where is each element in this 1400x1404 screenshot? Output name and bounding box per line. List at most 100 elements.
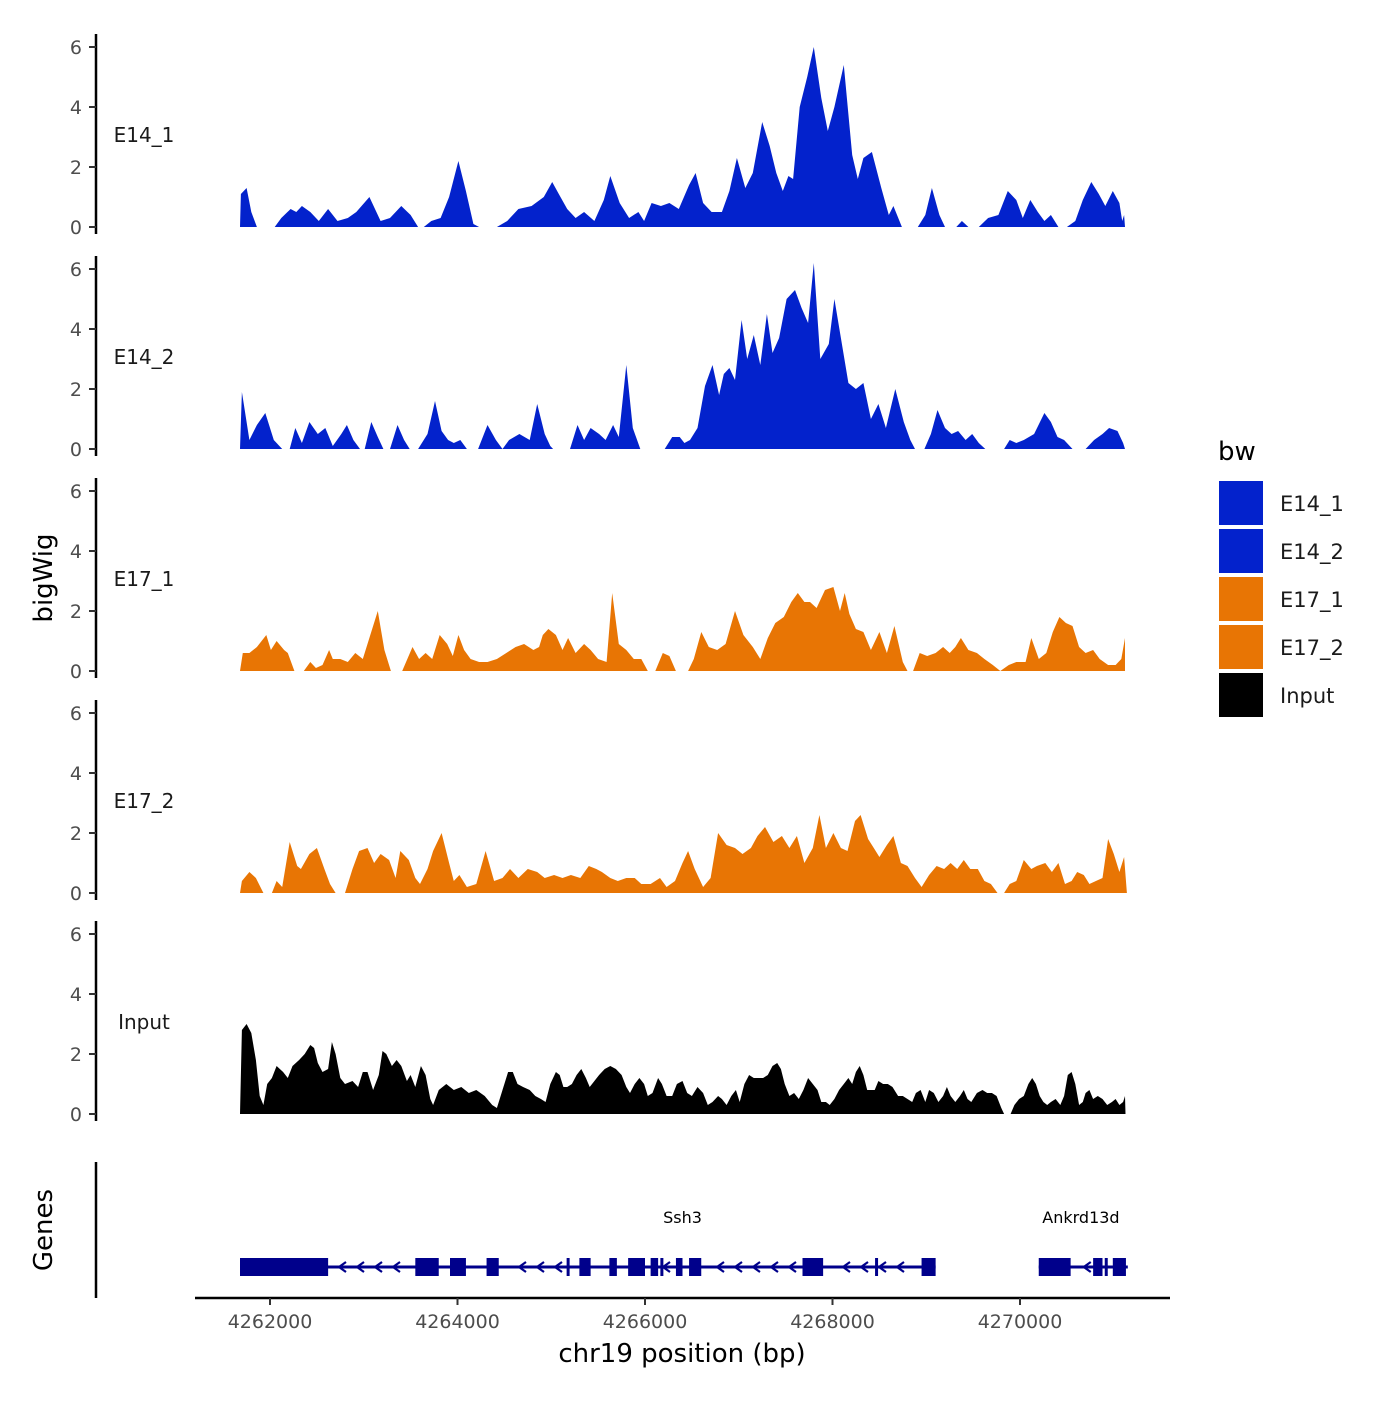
strand-arrow xyxy=(535,1261,545,1273)
track-label: E17_1 xyxy=(114,567,175,591)
exon xyxy=(675,1258,683,1276)
legend-item: Input xyxy=(1217,671,1334,719)
signal-area xyxy=(240,263,1125,449)
exon xyxy=(1038,1258,1071,1276)
y-tick-label: 0 xyxy=(70,1104,82,1126)
strand-arrow xyxy=(355,1261,365,1273)
genes-axis-title: Genes xyxy=(29,1189,59,1271)
x-axis: 4262000 4264000 4266000 4268000 4270000 chr1… xyxy=(195,1296,1170,1369)
legend-item: E17_1 xyxy=(1217,575,1344,623)
y-tick-label: 6 xyxy=(70,259,82,281)
signal-area xyxy=(240,587,1125,671)
legend-swatch xyxy=(1217,575,1265,623)
strand-arrow xyxy=(337,1261,347,1273)
strand-arrow xyxy=(517,1261,527,1273)
gene-ssh3: Ssh3 xyxy=(240,1208,936,1276)
strand-arrow xyxy=(1081,1261,1092,1273)
y-tick-label: 0 xyxy=(70,439,82,461)
strand-arrow xyxy=(733,1261,743,1273)
exon xyxy=(609,1258,617,1276)
legend-items: E14_1 E14_2 E17_1 E17_2 Input xyxy=(1217,479,1344,719)
legend-item: E17_2 xyxy=(1217,623,1344,671)
legend: bw E14_1 E14_2 E17_1 E17_2 Input xyxy=(1217,437,1344,719)
exon xyxy=(486,1258,499,1276)
strand-arrow xyxy=(787,1261,797,1273)
strand-arrow xyxy=(769,1261,779,1273)
exon xyxy=(1104,1258,1108,1276)
exon xyxy=(1093,1258,1103,1276)
track-e14-1: 0 2 4 6 E14_1 xyxy=(70,34,1125,239)
y-tick-label: 2 xyxy=(70,601,82,623)
gene-models: Ssh3 Ankrd13d xyxy=(240,1208,1128,1276)
y-axis-title: bigWig xyxy=(29,533,59,622)
exon xyxy=(415,1258,439,1276)
exon xyxy=(875,1258,879,1276)
strand-arrow xyxy=(877,1261,887,1273)
exon xyxy=(921,1258,936,1276)
track-e17-2: 0 2 4 6 E17_2 xyxy=(70,700,1127,905)
signal-area xyxy=(240,1024,1126,1114)
legend-label: Input xyxy=(1280,684,1334,708)
track-e17-1: 0 2 4 6 E17_1 xyxy=(70,478,1125,683)
strand-arrow xyxy=(391,1261,401,1273)
legend-swatch xyxy=(1217,671,1265,719)
y-tick-label: 4 xyxy=(70,97,82,119)
x-tick-label: 4266000 xyxy=(603,1311,688,1333)
signal-tracks: 0 2 4 6 E14_1 0 2 4 6 E14_2 0 2 4 6 E17_1 0 2 4 6 E17_2 0 2 4 6… xyxy=(70,34,1127,1126)
strand-arrow xyxy=(373,1261,383,1273)
track-label: E14_2 xyxy=(114,345,175,369)
strand-arrow xyxy=(715,1261,725,1273)
x-tick-label: 4268000 xyxy=(790,1311,875,1333)
exon xyxy=(802,1258,824,1276)
y-tick-label: 2 xyxy=(70,379,82,401)
gene-label: Ankrd13d xyxy=(1042,1208,1119,1227)
y-tick-label: 0 xyxy=(70,661,82,683)
y-tick-label: 2 xyxy=(70,1044,82,1066)
legend-item: E14_2 xyxy=(1217,527,1344,575)
legend-label: E17_2 xyxy=(1280,636,1344,661)
exon xyxy=(660,1258,664,1276)
y-tick-label: 6 xyxy=(70,481,82,503)
signal-area xyxy=(240,815,1127,893)
y-tick-label: 0 xyxy=(70,217,82,239)
y-tick-label: 2 xyxy=(70,157,82,179)
exon xyxy=(696,1258,699,1276)
strand-arrow xyxy=(841,1261,851,1273)
legend-swatch xyxy=(1217,527,1265,575)
track-e14-2: 0 2 4 6 E14_2 xyxy=(70,256,1125,461)
track-label: Input xyxy=(118,1010,170,1034)
legend-label: E14_1 xyxy=(1280,492,1344,517)
y-tick-label: 4 xyxy=(70,541,82,563)
gene-label: Ssh3 xyxy=(663,1208,702,1227)
track-input: 0 2 4 6 Input xyxy=(70,921,1126,1126)
exon xyxy=(650,1258,659,1276)
strand-arrow xyxy=(895,1261,905,1273)
gene-ankrd13d: Ankrd13d xyxy=(1038,1208,1128,1276)
exon xyxy=(566,1258,570,1276)
x-axis-title: chr19 position (bp) xyxy=(558,1339,805,1369)
exon xyxy=(579,1258,591,1276)
x-ticks: 4262000 4264000 4266000 4268000 4270000 xyxy=(228,1298,1063,1333)
y-tick-label: 4 xyxy=(70,319,82,341)
y-tick-label: 0 xyxy=(70,883,82,905)
legend-swatch xyxy=(1217,479,1265,527)
y-tick-label: 4 xyxy=(70,984,82,1006)
x-tick-label: 4270000 xyxy=(978,1311,1063,1333)
exon xyxy=(240,1258,329,1276)
x-tick-label: 4262000 xyxy=(228,1311,313,1333)
legend-title: bw xyxy=(1218,437,1256,467)
x-tick-label: 4264000 xyxy=(415,1311,500,1333)
y-tick-label: 6 xyxy=(70,37,82,59)
exon xyxy=(450,1258,466,1276)
y-tick-label: 6 xyxy=(70,703,82,725)
strand-arrow xyxy=(751,1261,761,1273)
exon xyxy=(689,1258,702,1276)
track-label: E17_2 xyxy=(114,789,175,813)
y-tick-label: 2 xyxy=(70,823,82,845)
strand-arrow xyxy=(553,1261,563,1273)
exon xyxy=(628,1258,645,1276)
genes-panel: Genes Ssh3 Ankrd13d xyxy=(29,1162,1128,1298)
